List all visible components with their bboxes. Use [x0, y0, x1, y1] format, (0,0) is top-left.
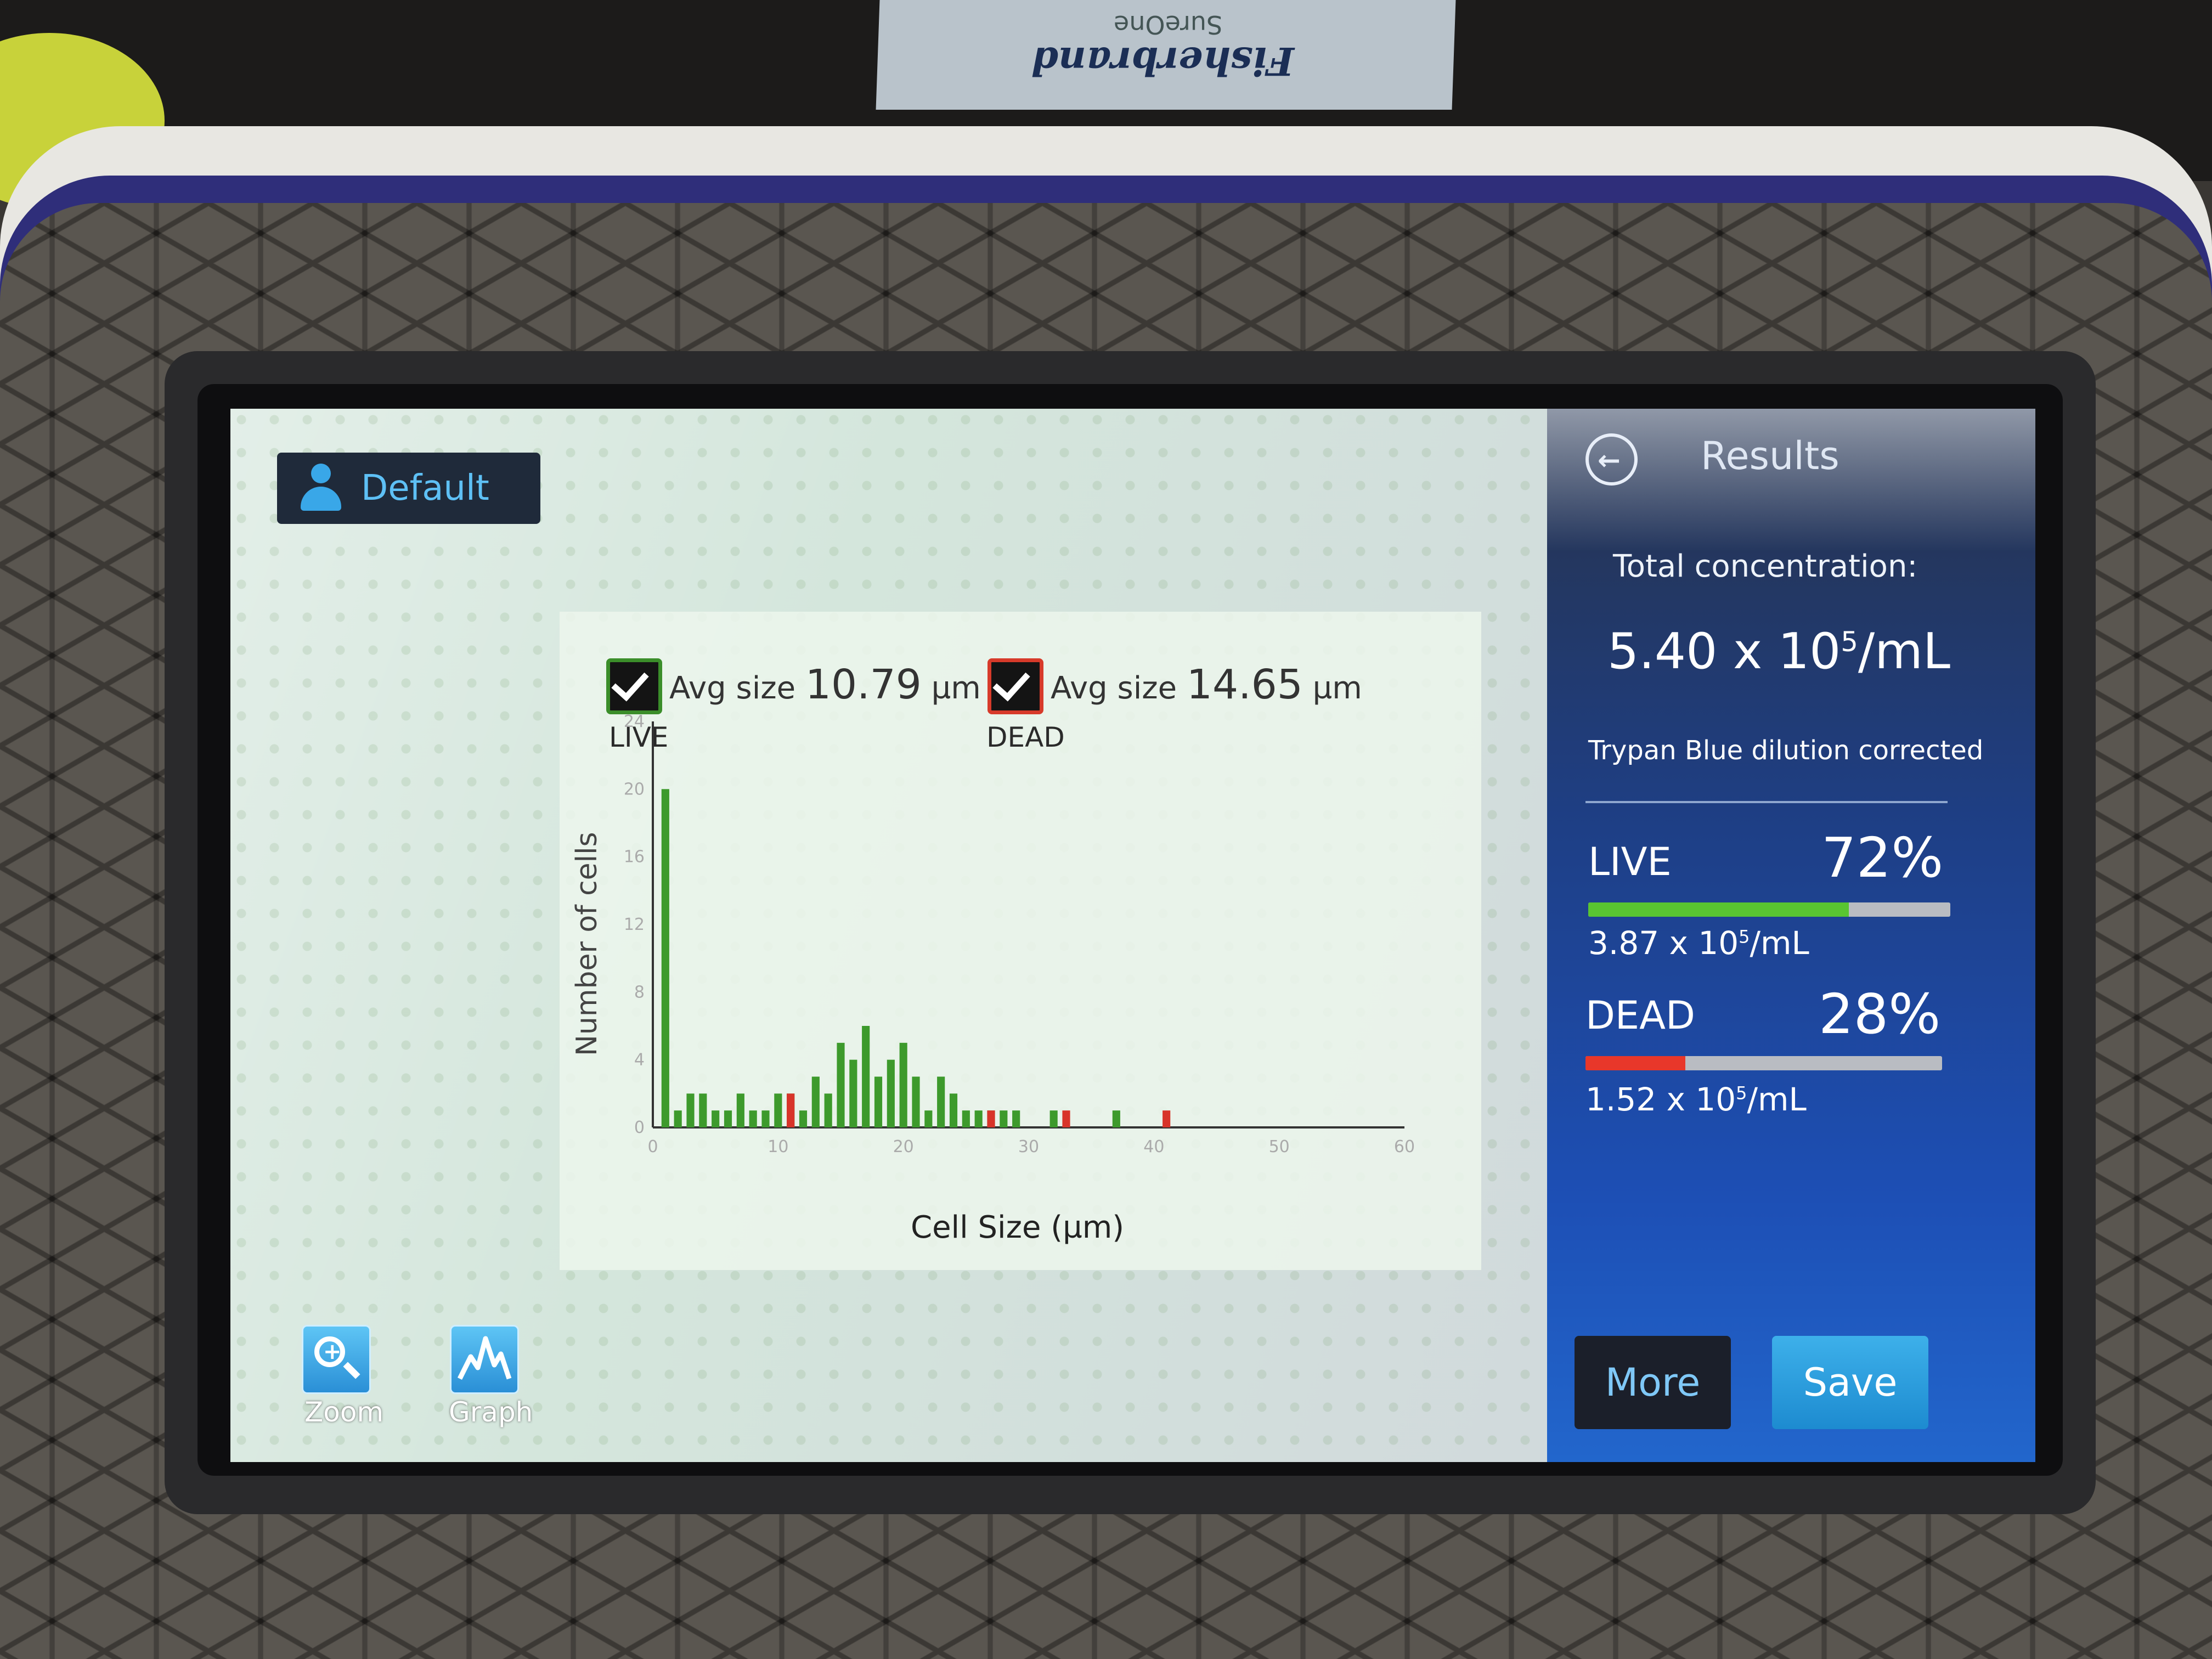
live-bar	[912, 1076, 920, 1127]
checkmark-icon	[992, 663, 1030, 702]
more-button[interactable]: More	[1575, 1336, 1731, 1429]
user-profile-label: Default	[361, 468, 489, 509]
live-bar	[686, 1093, 695, 1127]
dead-legend-label: DEAD	[986, 721, 1065, 753]
x-tick-label: 60	[1394, 1137, 1415, 1156]
graph-button[interactable]	[450, 1325, 519, 1394]
live-bar	[887, 1059, 895, 1127]
results-panel	[1547, 409, 2035, 1462]
y-tick-label: 12	[624, 915, 645, 934]
live-bar	[974, 1110, 983, 1127]
live-bar	[1012, 1110, 1020, 1127]
y-axis-title: Number of cells	[571, 832, 603, 1056]
live-bar	[761, 1110, 770, 1127]
live-bar	[712, 1110, 720, 1127]
results-title: Results	[1701, 433, 1839, 478]
live-bar	[811, 1076, 820, 1127]
dead-percent: 28%	[1819, 982, 1941, 1046]
live-bar	[724, 1110, 732, 1127]
cell-size-histogram: 0 10 20 30 40 50 60 0 4 8 12 16 20 24	[624, 712, 1415, 1156]
y-tick-label: 4	[634, 1051, 645, 1070]
y-tick-label: 16	[624, 848, 645, 867]
x-tick-label: 20	[893, 1137, 914, 1156]
zoom-button[interactable]: +	[302, 1325, 371, 1394]
total-concentration-label: Total concentration:	[1613, 549, 1918, 584]
live-bar	[862, 1026, 870, 1127]
x-tick-label: 50	[1269, 1137, 1290, 1156]
user-icon	[296, 464, 346, 513]
live-bar	[949, 1093, 958, 1127]
zoom-label: Zoom	[304, 1396, 384, 1428]
graph-label: Graph	[449, 1396, 533, 1428]
total-concentration-value: 5.40 x 105/mL	[1607, 623, 1951, 680]
y-tick-label: 20	[624, 780, 645, 799]
histogram-panel	[560, 612, 1481, 1270]
dead-avg-size: Avg size 14.65 µm	[1051, 661, 1362, 708]
live-bar	[749, 1110, 757, 1127]
pipette-box-product: SureOne	[1114, 10, 1223, 40]
x-tick-label: 10	[768, 1137, 788, 1156]
graph-icon	[457, 1336, 512, 1380]
live-bar	[837, 1042, 845, 1127]
dead-bar	[1062, 1110, 1070, 1127]
dead-concentration: 1.52 x 105/mL	[1585, 1081, 1807, 1118]
y-tick-label: 8	[634, 983, 645, 1002]
live-bar	[824, 1093, 832, 1127]
live-bar	[874, 1076, 883, 1127]
arrow-left-icon: ←	[1598, 444, 1621, 476]
x-tick-label: 0	[647, 1137, 658, 1156]
live-bar	[899, 1042, 907, 1127]
live-bar	[924, 1110, 933, 1127]
x-tick-label: 30	[1018, 1137, 1039, 1156]
live-label: LIVE	[1588, 839, 1672, 884]
live-checkbox[interactable]	[606, 658, 662, 714]
dead-bar	[1163, 1110, 1171, 1127]
dead-checkbox[interactable]	[988, 658, 1043, 714]
touchscreen: Default Avg size 10.79 µm LIVE Avg size …	[230, 409, 2035, 1462]
dilution-note: Trypan Blue dilution corrected	[1588, 735, 1984, 766]
live-percent: 72%	[1821, 826, 1944, 890]
pipette-box-brand: Fisherbrand	[1031, 38, 1295, 84]
live-bar	[1000, 1110, 1008, 1127]
checkmark-icon	[611, 663, 649, 702]
x-axis-title: Cell Size (µm)	[911, 1210, 1125, 1245]
dead-progress-bar	[1585, 1056, 1942, 1070]
dead-label: DEAD	[1585, 993, 1695, 1038]
live-bar	[1049, 1110, 1058, 1127]
live-bar	[736, 1093, 744, 1127]
live-bar	[674, 1110, 682, 1127]
live-bar	[799, 1110, 808, 1127]
live-bar	[774, 1093, 782, 1127]
live-bar	[1112, 1110, 1120, 1127]
back-button[interactable]: ←	[1585, 433, 1638, 486]
divider	[1585, 801, 1948, 803]
live-bar	[849, 1059, 857, 1127]
x-tick-label: 40	[1143, 1137, 1164, 1156]
live-progress-bar	[1588, 902, 1950, 917]
save-button[interactable]: Save	[1772, 1336, 1928, 1429]
dead-bar	[787, 1093, 795, 1127]
user-profile-button[interactable]: Default	[277, 453, 540, 524]
zoom-icon	[314, 1336, 345, 1367]
y-tick-label: 0	[634, 1118, 645, 1137]
y-tick-label: 24	[624, 712, 645, 731]
live-concentration: 3.87 x 105/mL	[1588, 924, 1809, 962]
dead-bar	[987, 1110, 995, 1127]
live-legend-label: LIVE	[609, 721, 669, 753]
live-avg-size: Avg size 10.79 µm	[669, 661, 981, 708]
live-bar	[937, 1076, 945, 1127]
live-bar	[699, 1093, 707, 1127]
live-bar	[962, 1110, 970, 1127]
live-bar	[661, 789, 669, 1127]
